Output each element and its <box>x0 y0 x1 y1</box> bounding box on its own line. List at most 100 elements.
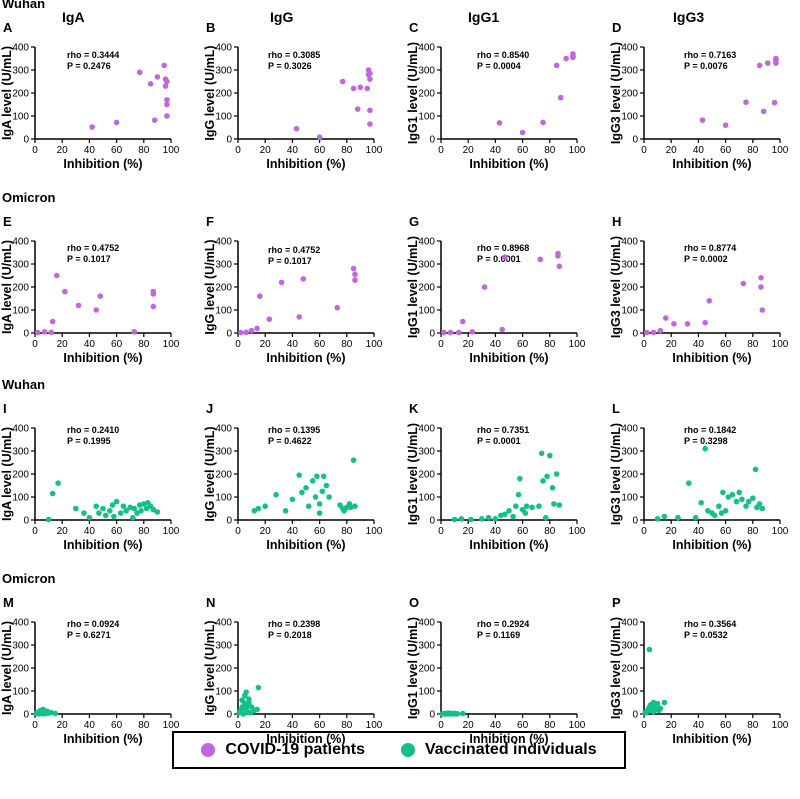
panel-i-point <box>123 508 129 514</box>
panel-l-point <box>733 498 740 505</box>
panel-c-rho: rho = 0.8540 <box>477 50 529 60</box>
panel-k-point <box>556 502 563 508</box>
panel-j-y-tick-label: 300 <box>215 447 232 458</box>
panel-l-rho: rho = 0.1842 <box>684 425 736 435</box>
panel-n-x-tick-label: 100 <box>366 720 383 731</box>
panel-a-rho: rho = 0.3444 <box>67 50 119 60</box>
panel-a-x-tick-label: 0 <box>32 145 38 156</box>
panel-g-point <box>502 254 508 260</box>
panel-a-point <box>161 62 167 69</box>
panel-e-point <box>34 329 41 336</box>
panel-p-x-tick-label: 20 <box>666 720 678 731</box>
panel-a-point <box>164 113 170 119</box>
panel-d-y-axis-label: IgG3 level (U/mL) <box>609 42 623 144</box>
panel-g-y-tick-label: 0 <box>429 329 435 340</box>
panel-j-point <box>316 501 323 507</box>
panel-o-y-tick-label: 200 <box>418 664 435 675</box>
panel-b-rho: rho = 0.3085 <box>268 50 320 60</box>
panel-e-x-tick-label: 0 <box>32 339 38 350</box>
panel-d-x-tick-label: 40 <box>693 145 705 156</box>
panel-i-point <box>150 506 157 513</box>
panel-l-point <box>750 495 756 501</box>
panel-c-p-value: P = 0.0004 <box>477 61 521 71</box>
panel-o-point <box>454 710 461 717</box>
row-label-3: Wuhan <box>2 377 45 392</box>
panel-o-x-axis-label: Inhibition (%) <box>469 732 548 746</box>
panel-h-point <box>684 321 691 327</box>
panel-k-point <box>540 478 546 484</box>
panel-e-point <box>75 302 82 309</box>
panel-c-y-tick-label: 100 <box>418 112 435 123</box>
panel-d-x-axis-label: Inhibition (%) <box>672 157 751 171</box>
panel-l-point <box>705 508 711 514</box>
panel-k-rho: rho = 0.7351 <box>477 425 529 435</box>
panel-j-point <box>316 510 323 516</box>
panel-i-x-tick-label: 0 <box>32 526 38 537</box>
panel-e-point <box>131 329 138 335</box>
panel-b-point <box>367 107 373 114</box>
panel-e-point <box>49 318 56 325</box>
panel-k-point <box>492 516 499 522</box>
panel-c-x-axis-label: Inhibition (%) <box>469 157 548 171</box>
panel-k-p-value: P = 0.0001 <box>477 436 521 446</box>
panel-h-point <box>758 275 764 281</box>
panel-i-x-tick-label: 80 <box>138 526 150 537</box>
panel-l-point <box>743 503 749 510</box>
panel-i-letter: I <box>3 401 7 416</box>
panel-l-x-axis-label: Inhibition (%) <box>672 538 751 552</box>
panel-h-point <box>706 298 713 304</box>
panel-a-point <box>162 83 169 89</box>
panel-k-point <box>542 514 549 521</box>
panel-p-x-tick-label: 100 <box>772 720 789 731</box>
panel-o-letter: O <box>409 595 419 610</box>
panel-m-p-value: P = 0.6271 <box>67 630 111 640</box>
panel-n-point <box>240 711 247 717</box>
panel-d-point <box>743 99 749 105</box>
panel-n-x-tick-label: 20 <box>260 720 272 731</box>
panel-i-point <box>154 509 161 515</box>
panel-j-point <box>299 489 305 496</box>
panel-a-point <box>164 97 170 103</box>
panel-k-point <box>529 504 535 511</box>
panel-g-x-tick-label: 100 <box>569 339 586 350</box>
panel-b-point <box>350 85 357 92</box>
panel-k-point <box>517 475 523 482</box>
panel-i-point <box>138 508 144 514</box>
panel-c-x-tick-label: 80 <box>544 145 556 156</box>
panel-m-y-tick-label: 400 <box>12 618 29 629</box>
panel-g-y-tick-label: 200 <box>418 283 435 294</box>
panel-k-x-tick-label: 60 <box>517 526 529 537</box>
panel-c-point <box>570 51 576 57</box>
panel-m-y-tick-label: 100 <box>12 687 29 698</box>
panel-b-x-tick-label: 60 <box>314 145 326 156</box>
panel-e-point <box>62 288 68 295</box>
panel-j-point <box>251 508 258 514</box>
panel-o-x-tick-label: 40 <box>490 720 502 731</box>
panel-g-point <box>469 329 476 335</box>
panel-e-point <box>48 329 55 336</box>
panel-b-x-tick-label: 20 <box>260 145 272 156</box>
panel-i-point <box>109 502 116 508</box>
panel-j-letter: J <box>206 401 213 416</box>
panel-a-y-tick-label: 0 <box>23 135 29 146</box>
panel-k-x-tick-label: 80 <box>544 526 556 537</box>
panel-h-x-tick-label: 100 <box>772 339 789 350</box>
panel-j-x-tick-label: 20 <box>260 526 272 537</box>
panel-e-x-axis-label: Inhibition (%) <box>63 351 142 365</box>
panel-k-point <box>547 452 553 459</box>
panel-e-x-tick-label: 60 <box>111 339 123 350</box>
legend-item-vaccinated: Vaccinated individuals <box>400 741 597 759</box>
panel-k-x-tick-label: 40 <box>490 526 502 537</box>
panel-d-rho: rho = 0.7163 <box>684 50 736 60</box>
panel-m-y-tick-label: 300 <box>12 641 29 652</box>
panel-i-p-value: P = 0.1995 <box>67 436 111 446</box>
panel-l-y-axis-label: IgG3 level (U/mL) <box>609 423 623 525</box>
panel-c-x-tick-label: 100 <box>569 145 586 156</box>
panel-h-point <box>650 329 657 336</box>
panel-i-point <box>49 490 56 497</box>
panel-i-point <box>93 503 99 510</box>
panel-j-p-value: P = 0.4622 <box>268 436 312 446</box>
panel-l-point <box>716 503 722 510</box>
panel-l-y-tick-label: 0 <box>632 516 638 527</box>
panel-f-point <box>296 314 303 320</box>
